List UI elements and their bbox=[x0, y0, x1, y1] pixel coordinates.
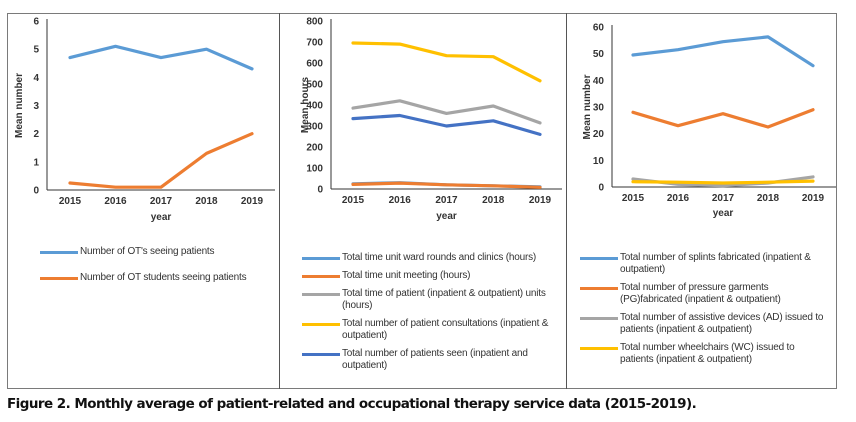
legend-label: Total number of assistive devices (AD) i… bbox=[620, 312, 824, 335]
y-tick-label: 50 bbox=[593, 49, 605, 60]
legend-swatch bbox=[580, 317, 618, 320]
series-line-3 bbox=[631, 179, 815, 185]
x-tick-label: 2018 bbox=[482, 195, 505, 206]
y-tick-label: 4 bbox=[33, 73, 39, 84]
x-axis-label: year bbox=[436, 211, 457, 222]
y-tick-label: 100 bbox=[306, 164, 323, 175]
y-tick-label: 60 bbox=[593, 23, 605, 34]
series-line-3 bbox=[351, 41, 542, 83]
series-line-0 bbox=[631, 35, 815, 68]
legend-item: Total number of patient consultations (i… bbox=[302, 318, 552, 342]
x-tick-label: 2015 bbox=[622, 193, 645, 204]
legend-item: Total number of assistive devices (AD) i… bbox=[580, 312, 830, 336]
y-tick-label: 5 bbox=[33, 45, 39, 56]
y-tick-label: 40 bbox=[593, 76, 605, 87]
y-axis-label: Mean hours bbox=[300, 77, 311, 134]
x-tick-label: 2018 bbox=[757, 193, 780, 204]
legend-label: Total number of splints fabricated (inpa… bbox=[620, 252, 811, 275]
x-tick-label: 2019 bbox=[529, 195, 552, 206]
panel-divider bbox=[279, 13, 280, 389]
legend-label: Number of OT's seeing patients bbox=[80, 246, 215, 257]
y-tick-label: 10 bbox=[593, 156, 605, 167]
legend-item: Total time of patient (inpatient & outpa… bbox=[302, 288, 552, 312]
legend-item: Total number wheelchairs (WC) issued to … bbox=[580, 342, 830, 366]
legend-swatch bbox=[580, 287, 618, 290]
legend-label: Total number of patient consultations (i… bbox=[342, 318, 549, 341]
y-tick-label: 500 bbox=[306, 80, 323, 91]
legend-swatch bbox=[302, 257, 340, 260]
x-tick-label: 2019 bbox=[802, 193, 825, 204]
y-tick-label: 20 bbox=[593, 129, 605, 140]
y-tick-label: 30 bbox=[593, 103, 605, 114]
y-tick-label: 6 bbox=[33, 17, 39, 28]
x-tick-label: 2015 bbox=[342, 195, 365, 206]
legend-label: Total time of patient (inpatient & outpa… bbox=[342, 288, 546, 311]
series-line-1 bbox=[351, 181, 542, 189]
x-tick-label: 2019 bbox=[241, 196, 264, 207]
x-axis-label: year bbox=[151, 212, 172, 223]
legend-item: Number of OT's seeing patients bbox=[40, 246, 270, 258]
legend-devices: Total number of splints fabricated (inpa… bbox=[580, 252, 830, 372]
y-tick-label: 700 bbox=[306, 38, 323, 49]
legend-swatch bbox=[302, 323, 340, 326]
x-tick-label: 2016 bbox=[667, 193, 690, 204]
y-tick-label: 0 bbox=[598, 183, 604, 194]
y-axis-label: Mean number bbox=[582, 74, 593, 139]
legend-item: Total time unit ward rounds and clinics … bbox=[302, 252, 552, 264]
y-tick-label: 800 bbox=[306, 17, 323, 28]
legend-label: Number of OT students seeing patients bbox=[80, 272, 247, 283]
series-line-2 bbox=[351, 99, 542, 125]
legend-swatch bbox=[580, 257, 618, 260]
legend-hours: Total time unit ward rounds and clinics … bbox=[302, 252, 552, 378]
y-tick-label: 200 bbox=[306, 143, 323, 154]
figure-frame bbox=[7, 13, 837, 389]
legend-swatch bbox=[302, 293, 340, 296]
legend-swatch bbox=[40, 251, 78, 254]
legend-swatch bbox=[302, 353, 340, 356]
x-tick-label: 2017 bbox=[712, 193, 735, 204]
legend-item: Total number of patients seen (inpatient… bbox=[302, 348, 552, 372]
legend-ot-staff: Number of OT's seeing patients Number of … bbox=[40, 246, 270, 298]
y-tick-label: 2 bbox=[33, 129, 39, 140]
x-tick-label: 2016 bbox=[389, 195, 412, 206]
y-tick-label: 1 bbox=[33, 157, 39, 168]
y-tick-label: 300 bbox=[306, 122, 323, 133]
x-axis-label: year bbox=[713, 208, 734, 219]
y-tick-label: 0 bbox=[33, 186, 39, 197]
y-tick-label: 600 bbox=[306, 59, 323, 70]
x-tick-label: 2017 bbox=[150, 196, 173, 207]
x-tick-label: 2017 bbox=[435, 195, 458, 206]
legend-label: Total time unit meeting (hours) bbox=[342, 270, 471, 281]
legend-label: Total number wheelchairs (WC) issued to … bbox=[620, 342, 795, 365]
legend-item: Total number of splints fabricated (inpa… bbox=[580, 252, 830, 276]
legend-label: Total number of pressure garments (PG)fa… bbox=[620, 282, 781, 305]
legend-label: Total time unit ward rounds and clinics … bbox=[342, 252, 537, 263]
y-tick-label: 3 bbox=[33, 101, 39, 112]
legend-swatch bbox=[40, 277, 78, 280]
series-line-0 bbox=[68, 44, 254, 71]
series-line-1 bbox=[68, 132, 254, 189]
series-line-4 bbox=[351, 113, 542, 136]
figure-caption: Figure 2. Monthly average of patient-rel… bbox=[7, 396, 697, 412]
x-tick-label: 2015 bbox=[59, 196, 82, 207]
legend-item: Total time unit meeting (hours) bbox=[302, 270, 552, 282]
legend-swatch bbox=[302, 275, 340, 278]
legend-item: Number of OT students seeing patients bbox=[40, 272, 270, 284]
y-tick-label: 0 bbox=[317, 185, 323, 196]
y-tick-label: 400 bbox=[306, 101, 323, 112]
legend-swatch bbox=[580, 347, 618, 350]
panel-divider bbox=[566, 13, 567, 389]
legend-item: Total number of pressure garments (PG)fa… bbox=[580, 282, 830, 306]
series-line-1 bbox=[631, 108, 815, 129]
x-tick-label: 2016 bbox=[104, 196, 127, 207]
y-axis-label: Mean number bbox=[14, 73, 25, 138]
x-tick-label: 2018 bbox=[195, 196, 218, 207]
legend-label: Total number of patients seen (inpatient… bbox=[342, 348, 528, 371]
